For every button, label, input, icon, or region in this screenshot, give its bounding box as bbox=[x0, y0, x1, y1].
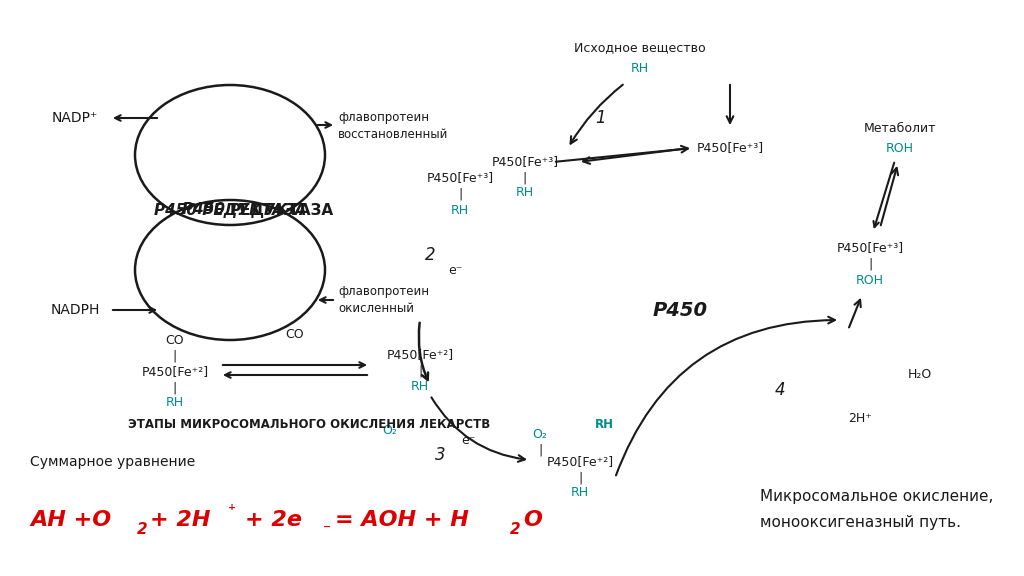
Text: NADPH: NADPH bbox=[50, 303, 99, 317]
Text: P450[Fe⁺³]: P450[Fe⁺³] bbox=[837, 241, 903, 255]
Text: ⁺: ⁺ bbox=[228, 502, 236, 517]
Text: P450[Fe⁺³]: P450[Fe⁺³] bbox=[696, 142, 764, 154]
Text: NADP⁺: NADP⁺ bbox=[52, 111, 98, 125]
Text: О: О bbox=[523, 510, 542, 530]
Text: флавопротеин: флавопротеин bbox=[338, 112, 429, 124]
Text: Исходное вещество: Исходное вещество bbox=[574, 41, 706, 55]
Text: 2: 2 bbox=[137, 522, 147, 537]
Text: O₂: O₂ bbox=[532, 429, 548, 441]
Text: e⁻: e⁻ bbox=[447, 263, 462, 276]
Text: RH: RH bbox=[411, 381, 429, 393]
Text: ROH: ROH bbox=[886, 142, 914, 154]
Text: 4: 4 bbox=[775, 381, 785, 399]
Text: P450[Fe⁺²]: P450[Fe⁺²] bbox=[386, 348, 454, 362]
Text: O₂: O₂ bbox=[383, 423, 397, 437]
Text: 2: 2 bbox=[425, 246, 435, 264]
Text: RH: RH bbox=[166, 396, 184, 410]
Text: |: | bbox=[173, 381, 177, 395]
Text: e⁻: e⁻ bbox=[461, 434, 475, 446]
Text: |: | bbox=[868, 257, 872, 271]
Text: ⁻: ⁻ bbox=[323, 522, 331, 537]
Text: флавопротеин: флавопротеин bbox=[338, 286, 429, 298]
Text: ROH: ROH bbox=[856, 274, 884, 286]
Text: P450 РЕДУКТАЗА: P450 РЕДУКТАЗА bbox=[154, 203, 306, 218]
Text: окисленный: окисленный bbox=[338, 302, 414, 316]
Text: АН +О: АН +О bbox=[30, 510, 112, 530]
Text: P450[Fe⁺³]: P450[Fe⁺³] bbox=[492, 156, 558, 169]
Text: CO: CO bbox=[286, 328, 304, 342]
Text: RH: RH bbox=[516, 187, 535, 199]
Text: Микросомальное окисление,: Микросомальное окисление, bbox=[760, 490, 993, 505]
Text: восстановленный: восстановленный bbox=[338, 128, 449, 142]
Text: H₂O: H₂O bbox=[908, 369, 932, 381]
Text: P450[Fe⁺³]: P450[Fe⁺³] bbox=[426, 172, 494, 184]
Text: RH: RH bbox=[595, 419, 614, 431]
Text: 2: 2 bbox=[510, 522, 520, 537]
Text: Метаболит: Метаболит bbox=[864, 122, 936, 135]
Text: ЭТАПЫ МИКРОСОМАЛЬНОГО ОКИСЛЕНИЯ ЛЕКАРСТВ: ЭТАПЫ МИКРОСОМАЛЬНОГО ОКИСЛЕНИЯ ЛЕКАРСТВ bbox=[128, 419, 490, 431]
Text: монооксигеназный путь.: монооксигеназный путь. bbox=[760, 514, 961, 529]
Text: + 2е: + 2е bbox=[245, 510, 302, 530]
Text: |: | bbox=[418, 365, 422, 377]
Text: = АОН + Н: = АОН + Н bbox=[335, 510, 469, 530]
Text: |: | bbox=[458, 188, 462, 200]
Text: |: | bbox=[523, 172, 527, 184]
Text: 2H⁺: 2H⁺ bbox=[848, 411, 872, 425]
Text: Суммарное уравнение: Суммарное уравнение bbox=[30, 455, 196, 469]
Text: RH: RH bbox=[631, 62, 649, 74]
Text: P450[Fe⁺²]: P450[Fe⁺²] bbox=[141, 366, 209, 378]
Text: P450: P450 bbox=[181, 203, 230, 218]
Text: P450: P450 bbox=[652, 301, 708, 320]
Text: P450[Fe⁺²]: P450[Fe⁺²] bbox=[547, 456, 613, 468]
Text: 3: 3 bbox=[434, 446, 445, 464]
Text: + 2Н: + 2Н bbox=[150, 510, 211, 530]
Text: RH: RH bbox=[451, 203, 469, 217]
Text: CO: CO bbox=[166, 334, 184, 347]
Text: РЕДУКТАЗА: РЕДУКТАЗА bbox=[230, 203, 334, 218]
Text: |: | bbox=[578, 472, 582, 484]
Text: |: | bbox=[173, 350, 177, 362]
Text: 1: 1 bbox=[595, 109, 605, 127]
Text: |: | bbox=[538, 444, 542, 457]
Text: RH: RH bbox=[571, 487, 589, 499]
